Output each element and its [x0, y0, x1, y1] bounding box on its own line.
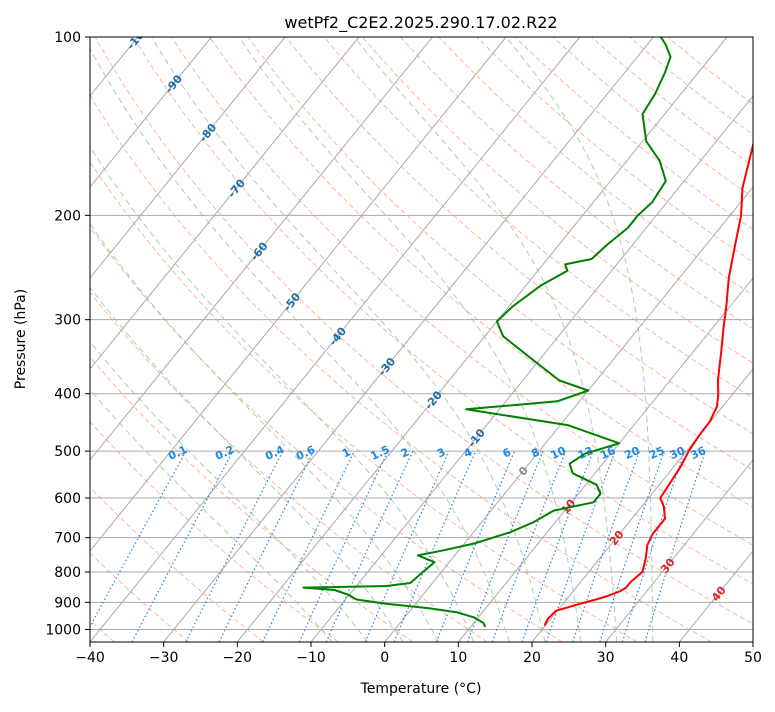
mixing-ratio-line	[186, 451, 283, 642]
mixing-ratio-label: 20	[622, 444, 642, 462]
x-tick-label: 20	[523, 650, 541, 666]
dry-adiabat-line	[322, 34, 775, 642]
mixing-ratio-line	[82, 451, 186, 642]
dry-adiabat-line	[284, 34, 775, 642]
y-tick-label: 600	[54, 491, 81, 507]
x-axis-label: Temperature (°C)	[360, 681, 482, 697]
moist-adiabat-line	[0, 37, 368, 642]
y-tick-label: 800	[54, 565, 81, 581]
dry-adiabat-line	[0, 34, 562, 642]
dry-adiabat-line	[0, 34, 488, 642]
moist-adiabat-line	[354, 37, 617, 642]
mixing-ratio-line	[468, 451, 544, 642]
mixing-ratio-line	[365, 451, 449, 642]
mixing-ratio-label: 6	[501, 445, 514, 460]
mixing-ratio-label: 25	[647, 444, 666, 462]
y-tick-label: 1000	[45, 622, 81, 638]
x-tick-label: 50	[744, 650, 762, 666]
mixing-ratio-line	[263, 451, 355, 642]
mixing-ratio-line	[622, 451, 684, 642]
y-tick-label: 400	[54, 387, 81, 403]
y-axis-label: Pressure (hPa)	[13, 289, 29, 389]
mixing-ratio-label: 10	[549, 444, 569, 462]
moist-adiabat-line	[84, 37, 510, 642]
mixing-ratio-label: 0.1	[166, 443, 189, 463]
x-tick-label: −30	[149, 650, 179, 666]
mixing-ratio-line	[436, 451, 514, 642]
x-tick-label: −10	[296, 650, 326, 666]
isotherm-line	[753, 37, 775, 642]
chart-title: wetPf2_C2E2.2025.290.17.02.R22	[284, 13, 557, 33]
dry-adiabat-line	[588, 34, 775, 642]
dry-adiabat-line	[550, 34, 775, 642]
dry-adiabat-line	[398, 34, 775, 642]
mixing-ratio-line	[326, 451, 413, 642]
mixing-ratio-line	[645, 451, 705, 642]
y-tick-label: 300	[54, 313, 81, 329]
isotherm-line	[0, 37, 285, 642]
dry-adiabat-line	[132, 34, 775, 642]
x-tick-label: 40	[670, 650, 688, 666]
moist-adiabat-line	[0, 37, 332, 642]
x-tick-label: 30	[597, 650, 615, 666]
y-tick-label: 200	[54, 208, 81, 224]
dry-adiabat-line	[170, 34, 775, 642]
x-tick-label: 0	[380, 650, 389, 666]
y-tick-label: 900	[54, 595, 81, 611]
profile-lines	[303, 37, 765, 627]
x-tick-label: 10	[449, 650, 467, 666]
dry-adiabat-line	[360, 34, 775, 642]
dry-adiabat-line	[664, 34, 775, 642]
isotherm-line	[237, 37, 727, 642]
mixing-ratio-line	[522, 451, 593, 642]
dry-adiabat-line	[246, 34, 775, 642]
mixing-ratio-label: 0.6	[294, 443, 317, 463]
mixing-ratio-label: 0.4	[263, 443, 286, 463]
isotherm-line	[606, 37, 775, 642]
isotherm-line	[0, 37, 211, 642]
reference-lines	[0, 34, 775, 642]
y-tick-label: 500	[54, 444, 81, 460]
isotherm-line	[0, 37, 359, 642]
isotherm-line	[311, 37, 775, 642]
dry-adiabat-line	[56, 34, 712, 642]
x-tick-label: −20	[223, 650, 253, 666]
x-tick-label: −40	[75, 650, 105, 666]
y-tick-label: 100	[54, 30, 81, 46]
moist-adiabat-line	[30, 37, 474, 642]
mixing-ratio-label: 2	[399, 446, 411, 461]
y-tick-label: 700	[54, 531, 81, 547]
mixing-ratio-label: 1	[340, 446, 352, 461]
mixing-ratio-label: 1.5	[369, 443, 392, 463]
moist-adiabat-line	[0, 37, 439, 642]
isotherm-line	[0, 37, 64, 642]
dry-adiabat-line	[208, 34, 775, 642]
